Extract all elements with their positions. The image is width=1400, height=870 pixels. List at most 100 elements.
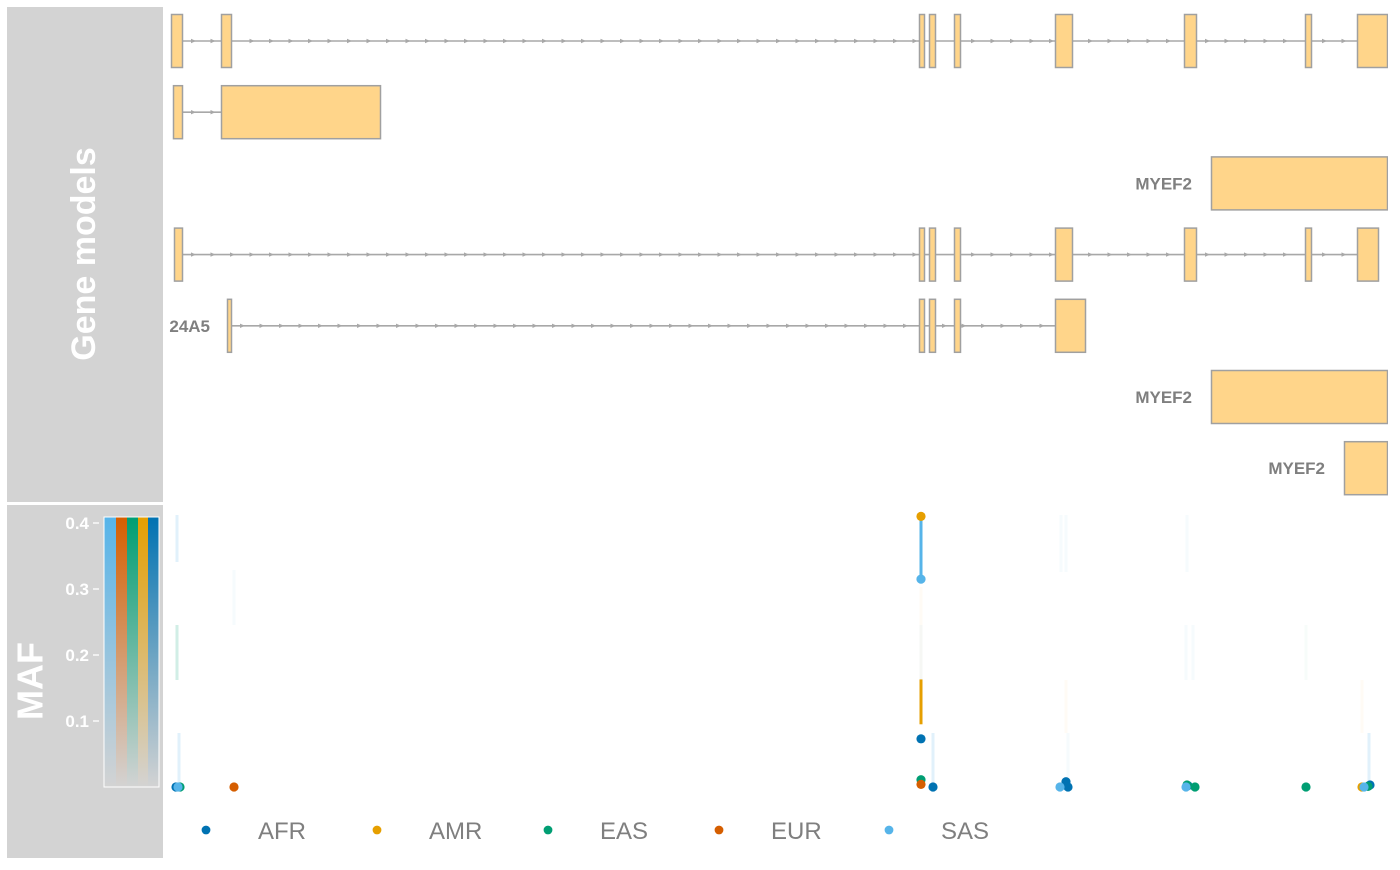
strand-arrow	[1030, 39, 1035, 43]
strand-arrow	[1088, 252, 1093, 256]
strand-arrow	[1127, 39, 1132, 43]
maf-point-afr	[1063, 782, 1072, 791]
strand-arrow	[406, 252, 411, 256]
strand-arrow	[718, 39, 723, 43]
strand-arrow	[1147, 39, 1152, 43]
strand-arrow	[406, 39, 411, 43]
strand-arrow	[796, 252, 801, 256]
strand-arrow	[484, 39, 489, 43]
strand-arrow	[1342, 252, 1347, 256]
strand-arrow	[552, 324, 557, 328]
strand-arrow	[386, 39, 391, 43]
strand-arrow	[1040, 324, 1045, 328]
strand-arrow	[718, 252, 723, 256]
strand-arrow	[308, 39, 313, 43]
strand-arrow	[913, 39, 918, 43]
exon	[172, 15, 183, 68]
strand-arrow	[991, 252, 996, 256]
exon	[1306, 228, 1312, 281]
strand-arrow	[318, 324, 323, 328]
strand-arrow	[1244, 252, 1249, 256]
gene-label: MYEF2	[1268, 602, 1325, 621]
transcript-5: 24A5	[169, 299, 1085, 352]
strand-arrow	[445, 252, 450, 256]
exon	[222, 86, 381, 139]
strand-arrow	[211, 39, 216, 43]
strand-arrow	[728, 324, 733, 328]
strand-arrow	[435, 324, 440, 328]
strand-arrow	[903, 324, 908, 328]
legend-item-amr: AMR	[373, 818, 483, 845]
strand-arrow	[1264, 252, 1269, 256]
transcript-7: MYEF2	[1268, 442, 1387, 495]
strand-arrow	[1225, 39, 1230, 43]
strand-arrow	[581, 252, 586, 256]
strand-arrow	[211, 110, 216, 114]
legend-label: SAS	[941, 818, 989, 845]
maf-point-eur	[916, 780, 925, 789]
exon	[1345, 513, 1388, 566]
exon	[1056, 15, 1073, 68]
legend-label: EUR	[771, 818, 822, 845]
strand-arrow	[689, 324, 694, 328]
strand-arrow	[503, 39, 508, 43]
legend-label: AMR	[429, 818, 482, 845]
maf-plot-area	[171, 512, 1374, 792]
scale-strip-sas	[104, 517, 116, 787]
exon	[920, 228, 925, 281]
legend-swatch	[885, 826, 894, 835]
strand-arrow	[640, 39, 645, 43]
strand-arrow	[523, 252, 528, 256]
strand-arrow	[1283, 252, 1288, 256]
exon	[1358, 15, 1388, 68]
y-tick-label: 0.4	[65, 514, 89, 533]
exon	[955, 228, 961, 281]
strand-arrow	[747, 324, 752, 328]
strand-arrow	[367, 39, 372, 43]
maf-point-afr	[928, 782, 937, 791]
strand-arrow	[708, 324, 713, 328]
strand-arrow	[1010, 39, 1015, 43]
strand-arrow	[542, 39, 547, 43]
scale-strip-eur	[116, 517, 127, 787]
strand-arrow	[659, 39, 664, 43]
strand-arrow	[620, 39, 625, 43]
exon	[920, 299, 925, 352]
strand-arrow	[357, 324, 362, 328]
exon	[1212, 371, 1388, 424]
transcript-4	[175, 228, 1379, 281]
maf-point-eur	[229, 782, 238, 791]
legend-swatch	[373, 826, 382, 835]
strand-arrow	[942, 324, 947, 328]
y-tick-label: 0.3	[65, 580, 89, 599]
strand-arrow	[1342, 39, 1347, 43]
legend: AFR AMR EAS EUR SAS	[202, 818, 989, 845]
exon	[930, 299, 936, 352]
exon	[920, 15, 925, 68]
gene-label: MYEF2	[1135, 174, 1192, 193]
strand-arrow	[893, 252, 898, 256]
exon	[228, 299, 232, 352]
legend-label: EAS	[600, 818, 648, 845]
strand-arrow	[698, 252, 703, 256]
strand-arrow	[1001, 324, 1006, 328]
strand-arrow	[308, 252, 313, 256]
strand-arrow	[1372, 608, 1377, 612]
strand-arrow	[737, 252, 742, 256]
strand-arrow	[815, 252, 820, 256]
strand-arrow	[737, 39, 742, 43]
strand-arrow	[533, 324, 538, 328]
strand-arrow	[1049, 252, 1054, 256]
strand-arrow	[250, 252, 255, 256]
strand-arrow	[1010, 252, 1015, 256]
strand-arrow	[1166, 252, 1171, 256]
strand-arrow	[581, 39, 586, 43]
gene-models-label: Gene models	[65, 147, 103, 361]
strand-arrow	[757, 39, 762, 43]
strand-arrow	[874, 39, 879, 43]
legend-item-eas: EAS	[544, 818, 648, 845]
strand-arrow	[299, 324, 304, 328]
strand-arrow	[1108, 39, 1113, 43]
maf-point-sas	[1055, 782, 1064, 791]
